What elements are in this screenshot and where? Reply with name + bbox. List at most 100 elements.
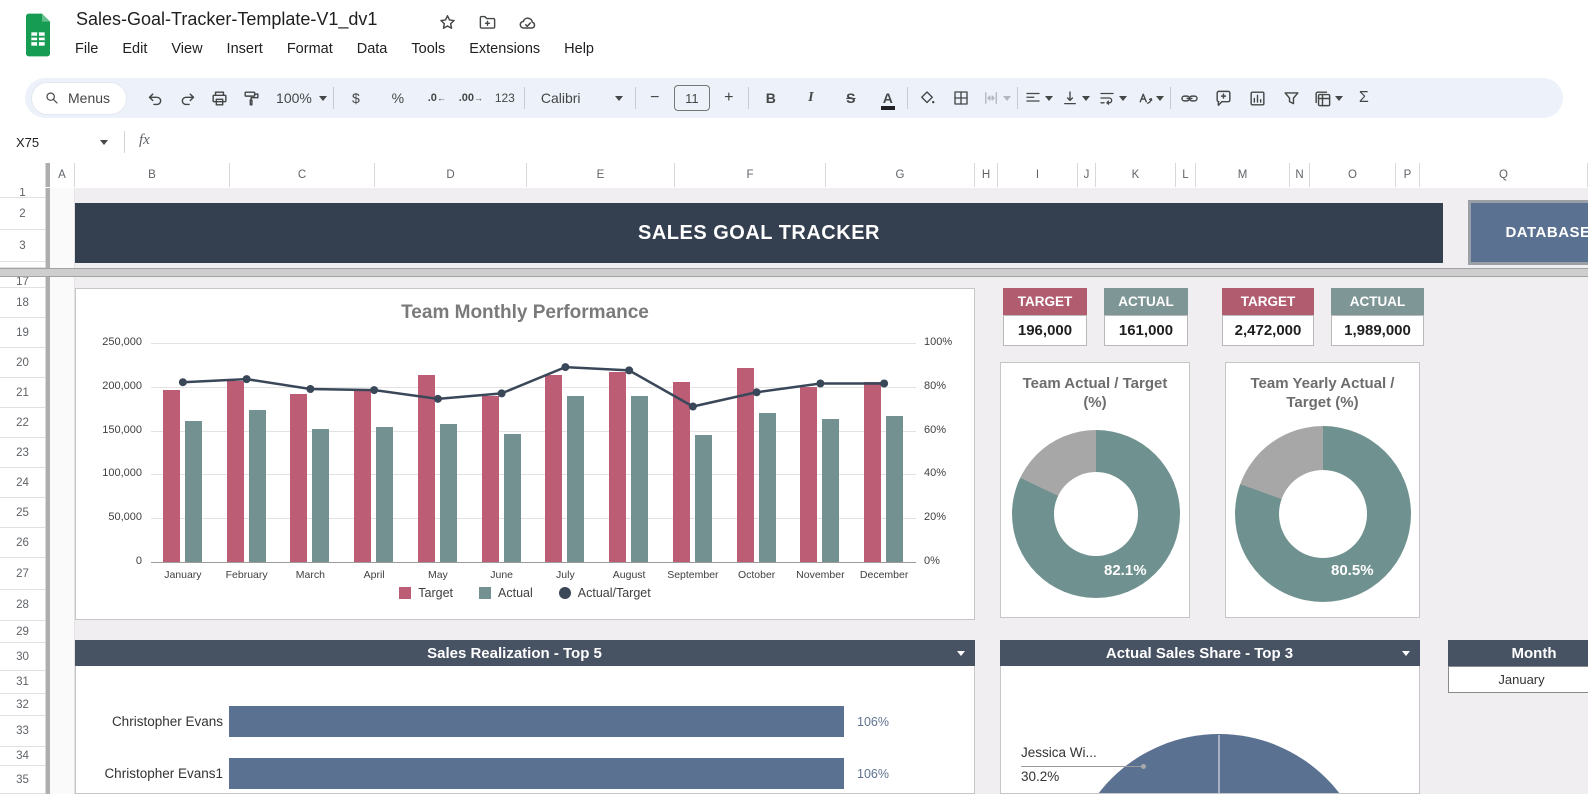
actual-sales-share-header[interactable]: Actual Sales Share - Top 3 — [1000, 640, 1420, 666]
format-currency-button[interactable]: $ — [351, 90, 360, 106]
row-header-2[interactable]: 2 — [0, 198, 45, 230]
name-box[interactable]: X75 — [8, 129, 108, 155]
text-color-button[interactable]: A — [875, 84, 901, 112]
row-header-17[interactable]: 17 — [0, 277, 45, 288]
team-yearly-actual-target-donut-chart[interactable]: Team Yearly Actual / Target (%) 80.5% — [1225, 362, 1420, 618]
row-header-19[interactable]: 19 — [0, 318, 45, 348]
kpi-card-value-2[interactable]: 2,472,000 — [1222, 315, 1314, 346]
increase-decimal-button[interactable]: .00 → — [458, 92, 483, 104]
redo-button[interactable] — [174, 84, 200, 112]
month-slicer-value[interactable]: January — [1448, 666, 1588, 693]
row-header-3[interactable]: 3 — [0, 230, 45, 262]
insert-comment-button[interactable] — [1211, 84, 1237, 112]
kpi-card-value-3[interactable]: 1,989,000 — [1331, 315, 1424, 346]
table-views-button[interactable] — [1313, 84, 1343, 112]
row-header-31[interactable]: 31 — [0, 671, 45, 694]
row-header-29[interactable]: 29 — [0, 621, 45, 643]
more-formats-button[interactable]: 123 — [494, 91, 515, 105]
row-header-35[interactable]: 35 — [0, 766, 45, 794]
menu-help[interactable]: Help — [564, 41, 594, 57]
kpi-card-value-1[interactable]: 161,000 — [1104, 315, 1188, 346]
vertical-align-button[interactable] — [1061, 84, 1090, 112]
menu-tools[interactable]: Tools — [411, 41, 446, 57]
merge-cells-button[interactable] — [982, 84, 1011, 112]
text-rotation-button[interactable] — [1135, 84, 1164, 112]
create-filter-button[interactable] — [1279, 84, 1305, 112]
functions-button[interactable]: Σ — [1358, 89, 1369, 106]
print-button[interactable] — [206, 84, 232, 112]
insert-link-button[interactable] — [1177, 84, 1203, 112]
menu-data[interactable]: Data — [356, 41, 388, 57]
row-header-22[interactable]: 22 — [0, 408, 45, 438]
column-header-B[interactable]: B — [75, 163, 230, 187]
menu-view[interactable]: View — [171, 41, 203, 57]
column-header-C[interactable]: C — [230, 163, 375, 187]
sheets-logo-icon[interactable] — [22, 13, 54, 62]
italic-button[interactable]: I — [808, 90, 814, 105]
dashboard-title-banner[interactable]: SALES GOAL TRACKER — [75, 203, 1443, 263]
row-header-18[interactable]: 18 — [0, 288, 45, 318]
menu-insert[interactable]: Insert — [226, 41, 263, 57]
column-header-H[interactable]: H — [975, 163, 998, 187]
row-header-1[interactable]: 1 — [0, 188, 45, 198]
actual-sales-share-chart[interactable]: Jessica Wi... 30.2% — [1000, 666, 1420, 794]
insert-chart-button[interactable] — [1245, 84, 1271, 112]
move-folder-icon[interactable] — [478, 13, 497, 38]
frozen-row-divider[interactable] — [0, 268, 1588, 277]
column-header-M[interactable]: M — [1196, 163, 1290, 187]
horizontal-align-button[interactable] — [1024, 84, 1053, 112]
increase-font-size-button[interactable]: + — [724, 89, 734, 106]
row-header-28[interactable]: 28 — [0, 590, 45, 621]
row-header-27[interactable]: 27 — [0, 558, 45, 590]
column-header-E[interactable]: E — [527, 163, 675, 187]
format-percent-button[interactable]: % — [391, 90, 405, 106]
font-size-input[interactable]: 11 — [673, 85, 710, 111]
menu-edit[interactable]: Edit — [122, 41, 148, 57]
column-header-J[interactable]: J — [1078, 163, 1096, 187]
column-header-L[interactable]: L — [1176, 163, 1196, 187]
column-header-Q[interactable]: Q — [1420, 163, 1588, 187]
row-header-33[interactable]: 33 — [0, 716, 45, 747]
menu-extensions[interactable]: Extensions — [469, 41, 541, 57]
fill-color-button[interactable] — [914, 84, 940, 112]
paint-format-button[interactable] — [238, 84, 264, 112]
frozen-column-divider[interactable] — [46, 188, 50, 794]
row-header-32[interactable]: 32 — [0, 694, 45, 716]
database-button[interactable]: DATABASE — [1468, 200, 1588, 265]
sales-realization-header[interactable]: Sales Realization - Top 5 — [75, 640, 975, 666]
zoom-select[interactable]: 100% — [272, 84, 327, 112]
row-header-34[interactable]: 34 — [0, 747, 45, 766]
kpi-card-value-0[interactable]: 196,000 — [1003, 315, 1087, 346]
column-header-A[interactable]: A — [50, 163, 75, 187]
chevron-down-icon[interactable] — [957, 650, 965, 656]
row-header-21[interactable]: 21 — [0, 378, 45, 408]
row-header-20[interactable]: 20 — [0, 348, 45, 378]
column-header-P[interactable]: P — [1396, 163, 1420, 187]
text-wrap-button[interactable] — [1098, 84, 1127, 112]
column-header-G[interactable]: G — [826, 163, 975, 187]
column-header-F[interactable]: F — [675, 163, 826, 187]
column-header-I[interactable]: I — [998, 163, 1078, 187]
column-header-O[interactable]: O — [1310, 163, 1396, 187]
strikethrough-button[interactable]: S — [846, 90, 856, 106]
month-slicer-header[interactable]: Month — [1448, 640, 1588, 666]
menus-search-button[interactable]: Menus — [32, 82, 127, 114]
column-header-D[interactable]: D — [375, 163, 527, 187]
borders-button[interactable] — [948, 84, 974, 112]
column-header-N[interactable]: N — [1290, 163, 1310, 187]
document-title[interactable]: Sales-Goal-Tracker-Template-V1_dv1 — [76, 9, 378, 29]
select-all-corner[interactable] — [0, 163, 46, 187]
row-header-25[interactable]: 25 — [0, 498, 45, 528]
row-header-24[interactable]: 24 — [0, 468, 45, 498]
row-header-blank[interactable] — [0, 262, 45, 268]
decrease-font-size-button[interactable]: − — [650, 89, 660, 106]
column-header-K[interactable]: K — [1096, 163, 1176, 187]
undo-button[interactable] — [142, 84, 168, 112]
font-select[interactable]: Calibri — [531, 84, 629, 112]
sales-realization-chart[interactable]: Christopher Evans 106% Christopher Evans1 1… — [75, 666, 975, 794]
cloud-status-icon[interactable] — [518, 13, 538, 38]
star-icon[interactable] — [438, 13, 457, 38]
team-actual-target-donut-chart[interactable]: Team Actual / Target (%) 82.1% — [1000, 362, 1190, 618]
menu-format[interactable]: Format — [286, 41, 333, 57]
menu-file[interactable]: File — [75, 41, 99, 57]
